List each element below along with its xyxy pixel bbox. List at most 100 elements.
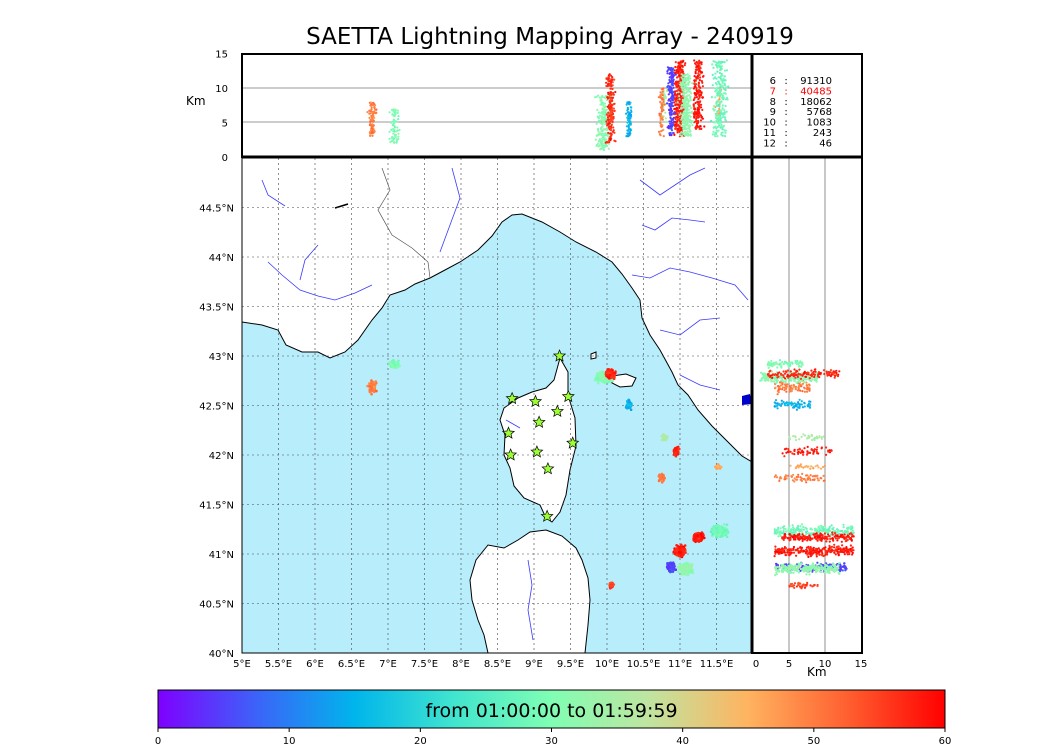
lightning-source-height	[677, 121, 680, 125]
lightning-source-side	[785, 530, 788, 533]
lightning-source	[607, 373, 610, 377]
lightning-source	[657, 479, 661, 483]
lightning-source-height	[394, 111, 397, 114]
lightning-source-side	[790, 384, 793, 387]
lightning-source-height	[373, 116, 376, 119]
lightning-source-side	[803, 401, 806, 404]
lightning-source-height	[692, 98, 695, 102]
lightning-source-height	[679, 112, 682, 115]
lightning-source-height	[718, 88, 721, 91]
lightning-source	[682, 568, 686, 571]
lightning-source-height	[610, 123, 613, 126]
lightning-source-height	[673, 69, 676, 72]
lightning-source	[686, 569, 689, 572]
lightning-source-side	[836, 375, 840, 378]
lightning-source-side	[822, 474, 825, 477]
lightning-source-height	[682, 102, 686, 105]
lightning-source-height	[711, 84, 714, 87]
lightning-source-height	[672, 116, 676, 119]
lightning-source	[723, 523, 726, 526]
lightning-source-side	[795, 404, 798, 407]
lightning-source-height	[681, 100, 684, 103]
lightning-source	[597, 379, 601, 382]
station-markers	[501, 349, 580, 522]
lightning-source-side	[850, 527, 853, 530]
lightning-source-side	[802, 453, 805, 456]
lightning-source-height	[677, 88, 680, 91]
lightning-source-height	[595, 122, 598, 125]
lat-tick-label: 42°N	[209, 451, 234, 462]
lightning-source-height	[600, 142, 603, 145]
lightning-source-side	[778, 371, 781, 374]
lightning-source-side	[798, 368, 801, 371]
lightning-source-height	[688, 74, 691, 77]
lightning-source-height	[698, 113, 701, 116]
lightning-source-side	[799, 373, 802, 376]
lightning-source-height	[375, 111, 378, 114]
lightning-source-side	[799, 403, 802, 406]
lightning-source	[596, 381, 600, 385]
lightning-source-side	[808, 404, 811, 407]
lightning-source-height	[611, 84, 614, 87]
lightning-source	[610, 374, 614, 378]
lightning-source-height	[718, 83, 721, 86]
height-tick-label: 0	[222, 153, 228, 164]
lightning-source-height	[682, 115, 686, 118]
lightning-source-height	[669, 100, 672, 103]
lightning-source-height	[611, 115, 614, 118]
lightning-source-side	[762, 374, 765, 377]
lightning-source-side	[799, 476, 802, 479]
lightning-source-height	[612, 126, 615, 129]
lightning-source-height	[700, 80, 704, 83]
lightning-source-height	[668, 98, 671, 101]
lightning-source-height	[599, 103, 602, 106]
lightning-source-side	[788, 385, 791, 388]
lightning-source-side	[832, 526, 835, 529]
lightning-source-side	[809, 474, 812, 477]
lightning-source	[691, 571, 695, 575]
lightning-source	[719, 528, 722, 532]
lightning-source-side	[800, 435, 803, 438]
lightning-source-height	[676, 86, 679, 89]
lightning-source-side	[796, 373, 799, 376]
lightning-source-height	[687, 117, 690, 121]
lightning-source-side	[775, 476, 779, 479]
lightning-source-side	[812, 449, 816, 452]
lightning-source-height	[599, 139, 602, 143]
lightning-source-side	[797, 452, 800, 455]
lightning-source-side	[821, 530, 824, 533]
lightning-source-height	[661, 98, 664, 101]
lightning-source-side	[812, 467, 815, 470]
lightning-source-height	[686, 130, 689, 133]
lightning-source-height	[713, 133, 716, 136]
lightning-source-side	[809, 467, 812, 470]
lightning-source-height	[674, 61, 677, 64]
page-title: SAETTA Lightning Mapping Array - 240919	[306, 24, 794, 50]
count-hour: 10	[763, 118, 776, 129]
lightning-source-height	[674, 73, 677, 76]
lightning-source-height	[605, 84, 608, 88]
lightning-source-side	[780, 365, 783, 368]
lightning-source-height	[680, 76, 683, 79]
lightning-source-height	[610, 85, 613, 88]
lightning-source-height	[671, 82, 674, 85]
lightning-source-side	[805, 527, 808, 531]
lightning-source-height	[718, 107, 721, 110]
lightning-source-height	[666, 102, 669, 105]
lightning-source-height	[659, 115, 662, 119]
lightning-source-height	[681, 60, 685, 63]
lightning-source-height	[608, 112, 612, 115]
lightning-source-height	[687, 88, 690, 91]
lightning-source-height	[715, 64, 718, 67]
lightning-source-height	[694, 93, 697, 96]
lightning-source-height	[659, 94, 662, 97]
lightning-source-side	[783, 377, 787, 380]
lightning-source-height	[392, 140, 395, 143]
count-hour: 11	[763, 128, 776, 139]
lightning-source-height	[667, 93, 670, 96]
lightning-source-side	[765, 375, 769, 378]
lightning-source-height	[610, 108, 614, 111]
lightning-source-side	[787, 450, 790, 453]
lightning-source-side	[784, 383, 787, 386]
lightning-source-height	[601, 112, 604, 115]
